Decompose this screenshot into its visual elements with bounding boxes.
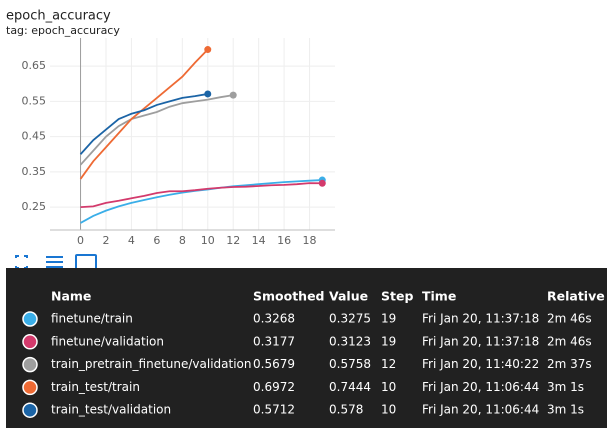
cell: 2m 46s [547,312,592,326]
y-tick-label: 0.65 [22,59,47,72]
cell: 2m 46s [547,334,592,348]
cell: Fri Jan 20, 11:06:44 [422,380,539,394]
cell: 0.578 [329,403,363,417]
tooltip [6,268,607,428]
column-header: Value [329,289,368,304]
chart-subtitle: tag: epoch_accuracy [6,24,120,37]
plot: 0.25 0.35 0.45 0.55 0.65 0 2 4 6 8 10 12 14 16 18 [22,38,335,247]
y-tick-label: 0.55 [22,94,47,107]
cell: 0.5712 [253,403,295,417]
x-tick-label: 16 [277,234,291,247]
cell: 12 [381,357,396,371]
x-tick-label: 4 [128,234,135,247]
x-tick-label: 6 [153,234,160,247]
cell: finetune/validation [51,334,164,348]
cell: 10 [381,403,396,417]
fit-icon[interactable] [15,255,28,269]
cell: 19 [381,312,396,326]
y-tick-label: 0.45 [22,130,47,143]
column-header: Relative [547,289,605,304]
series-line [79,93,208,155]
log-icon[interactable] [46,256,63,268]
end-marker [318,179,326,187]
cell: 0.6972 [253,380,295,394]
end-marker [204,46,212,54]
column-header: Name [51,289,91,304]
cell: 0.5679 [253,357,295,371]
y-tick-label: 0.25 [22,200,47,213]
cell: Fri Jan 20, 11:37:18 [422,312,539,326]
cell: 0.3123 [329,334,371,348]
cell: train_test/train [51,380,140,394]
column-header: Time [422,289,456,304]
series-swatch [22,402,38,418]
series-swatch [22,334,38,350]
cell: 3m 1s [547,380,584,394]
x-tick-label: 10 [201,234,215,247]
x-tick-label: 8 [179,234,186,247]
x-tick-label: 0 [77,234,84,247]
series-swatch [22,311,38,327]
series-line [79,48,209,180]
series-swatch [22,356,38,373]
end-marker [229,91,237,99]
column-header: Step [381,289,413,304]
series-line [80,182,323,208]
x-tick-label: 18 [303,234,317,247]
cell: 0.3268 [253,312,295,326]
cell: Fri Jan 20, 11:06:44 [422,403,539,417]
cell: Fri Jan 20, 11:37:18 [422,334,539,348]
toolbar [15,254,97,271]
cell: train_pretrain_finetune/validation [51,357,252,371]
cell: Fri Jan 20, 11:40:22 [422,357,539,371]
y-tick-label: 0.35 [22,165,47,178]
x-tick-label: 14 [252,234,266,247]
chart-title: epoch_accuracy [6,9,111,24]
expand-icon[interactable] [75,254,97,271]
cell: 3m 1s [547,403,584,417]
cell: 10 [381,380,396,394]
x-tick-label: 12 [226,234,240,247]
x-tick-label: 2 [102,234,109,247]
cell: 0.5758 [329,357,371,371]
cell: 19 [381,334,396,348]
tooltip-table: Name Smoothed Value Step Time Relative finetun… [22,289,605,418]
cell: 0.7444 [329,380,371,394]
cell: 0.3177 [253,334,295,348]
cell: finetune/train [51,312,133,326]
cell: train_test/validation [51,403,171,417]
series-swatch [22,379,38,396]
end-marker [204,90,212,98]
cell: 0.3275 [329,312,371,326]
series-line [79,94,234,166]
column-header: Smoothed [253,289,325,304]
cell: 2m 37s [547,357,592,371]
